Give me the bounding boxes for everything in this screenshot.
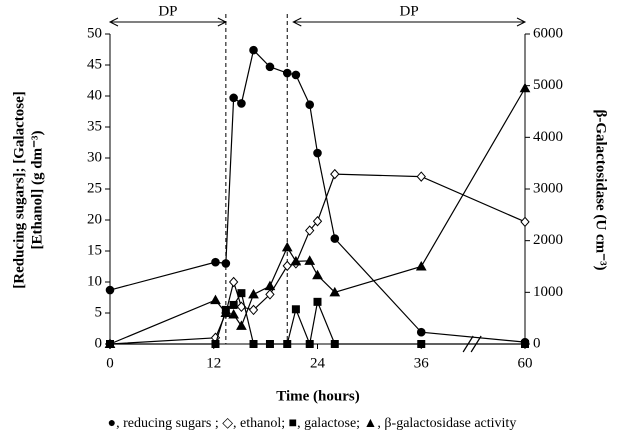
y-tick-label: 30 <box>87 149 102 165</box>
y-tick-label: 45 <box>87 56 102 72</box>
point <box>305 340 314 348</box>
point <box>417 340 426 348</box>
point <box>211 340 220 348</box>
point <box>220 307 232 317</box>
y-tick-label: 15 <box>87 242 102 258</box>
point <box>416 171 426 182</box>
y2-axis-label: β-Galactosidase (U cm⁻³) <box>593 109 609 270</box>
point <box>305 225 315 236</box>
y2-tick-label: 4000 <box>533 129 563 145</box>
y-tick-label: 25 <box>87 180 102 196</box>
y2-tick-label: 5000 <box>533 77 563 93</box>
point <box>264 280 276 291</box>
point <box>330 340 339 348</box>
point <box>291 70 301 80</box>
y2-tick-label: 1000 <box>533 284 563 300</box>
point <box>312 269 323 280</box>
point <box>520 216 530 228</box>
y-axis-label-line: [Reducing sugars]; [Galactose] <box>11 91 27 288</box>
point <box>304 255 316 265</box>
point <box>265 289 275 300</box>
y-tick-label: 40 <box>87 87 102 103</box>
y2-tick-label: 6000 <box>533 25 563 41</box>
point <box>228 276 239 288</box>
point <box>210 294 221 305</box>
x-tick-label: 0 <box>106 355 114 371</box>
y2-tick-label: 3000 <box>533 180 563 196</box>
y-tick-label: 20 <box>87 211 102 227</box>
point <box>248 288 259 299</box>
point <box>330 234 340 243</box>
y-tick-label: 10 <box>87 273 102 289</box>
x-tick-label: 24 <box>310 355 326 371</box>
arrow-head <box>108 17 119 27</box>
point <box>291 305 300 314</box>
point <box>290 255 302 266</box>
caption: ●, reducing sugars ; ◇, ethanol; ■, gala… <box>108 416 517 431</box>
y-tick-label: 5 <box>95 304 103 320</box>
arrow-head <box>217 17 227 27</box>
point <box>281 241 293 252</box>
x-axis-label: Time (hours) <box>276 388 359 404</box>
point <box>330 168 340 180</box>
point <box>313 148 322 158</box>
point <box>265 62 275 72</box>
point <box>249 340 258 348</box>
point <box>104 338 116 348</box>
point <box>312 215 323 227</box>
point <box>265 340 274 348</box>
arrow-head <box>516 17 527 27</box>
point <box>221 259 231 268</box>
annotation-label: DP <box>158 3 177 19</box>
y-axis-label-line: [Ethanol] (g dm⁻³) <box>29 130 45 249</box>
point <box>521 340 529 348</box>
y2-tick-label: 2000 <box>533 232 563 248</box>
point <box>329 286 341 297</box>
arrow-head <box>292 17 302 27</box>
point <box>313 297 322 306</box>
annotation-label: DP <box>400 3 419 19</box>
series-line <box>109 48 526 343</box>
point <box>282 260 292 272</box>
point <box>248 304 259 316</box>
y-tick-label: 35 <box>87 118 102 134</box>
point <box>519 82 531 93</box>
y-axis-label: [Reducing sugars]; [Galactose] [Ethanol]… <box>11 91 45 288</box>
point <box>283 340 292 348</box>
point <box>415 260 427 271</box>
y2-tick-label: 0 <box>533 335 541 351</box>
point <box>416 327 426 337</box>
point <box>211 257 220 267</box>
y-tick-label: 0 <box>95 335 103 351</box>
x-tick-label: 12 <box>206 355 221 371</box>
point <box>229 93 238 103</box>
point <box>282 68 292 78</box>
point <box>236 320 247 330</box>
point <box>237 99 246 108</box>
x-tick-label: 60 <box>518 355 533 371</box>
x-tick-label: 36 <box>414 355 430 371</box>
point <box>249 45 258 55</box>
y-tick-label: 50 <box>87 25 102 41</box>
point <box>305 100 315 109</box>
point <box>229 300 238 309</box>
point <box>237 289 246 298</box>
point <box>105 285 115 295</box>
point <box>228 309 239 319</box>
